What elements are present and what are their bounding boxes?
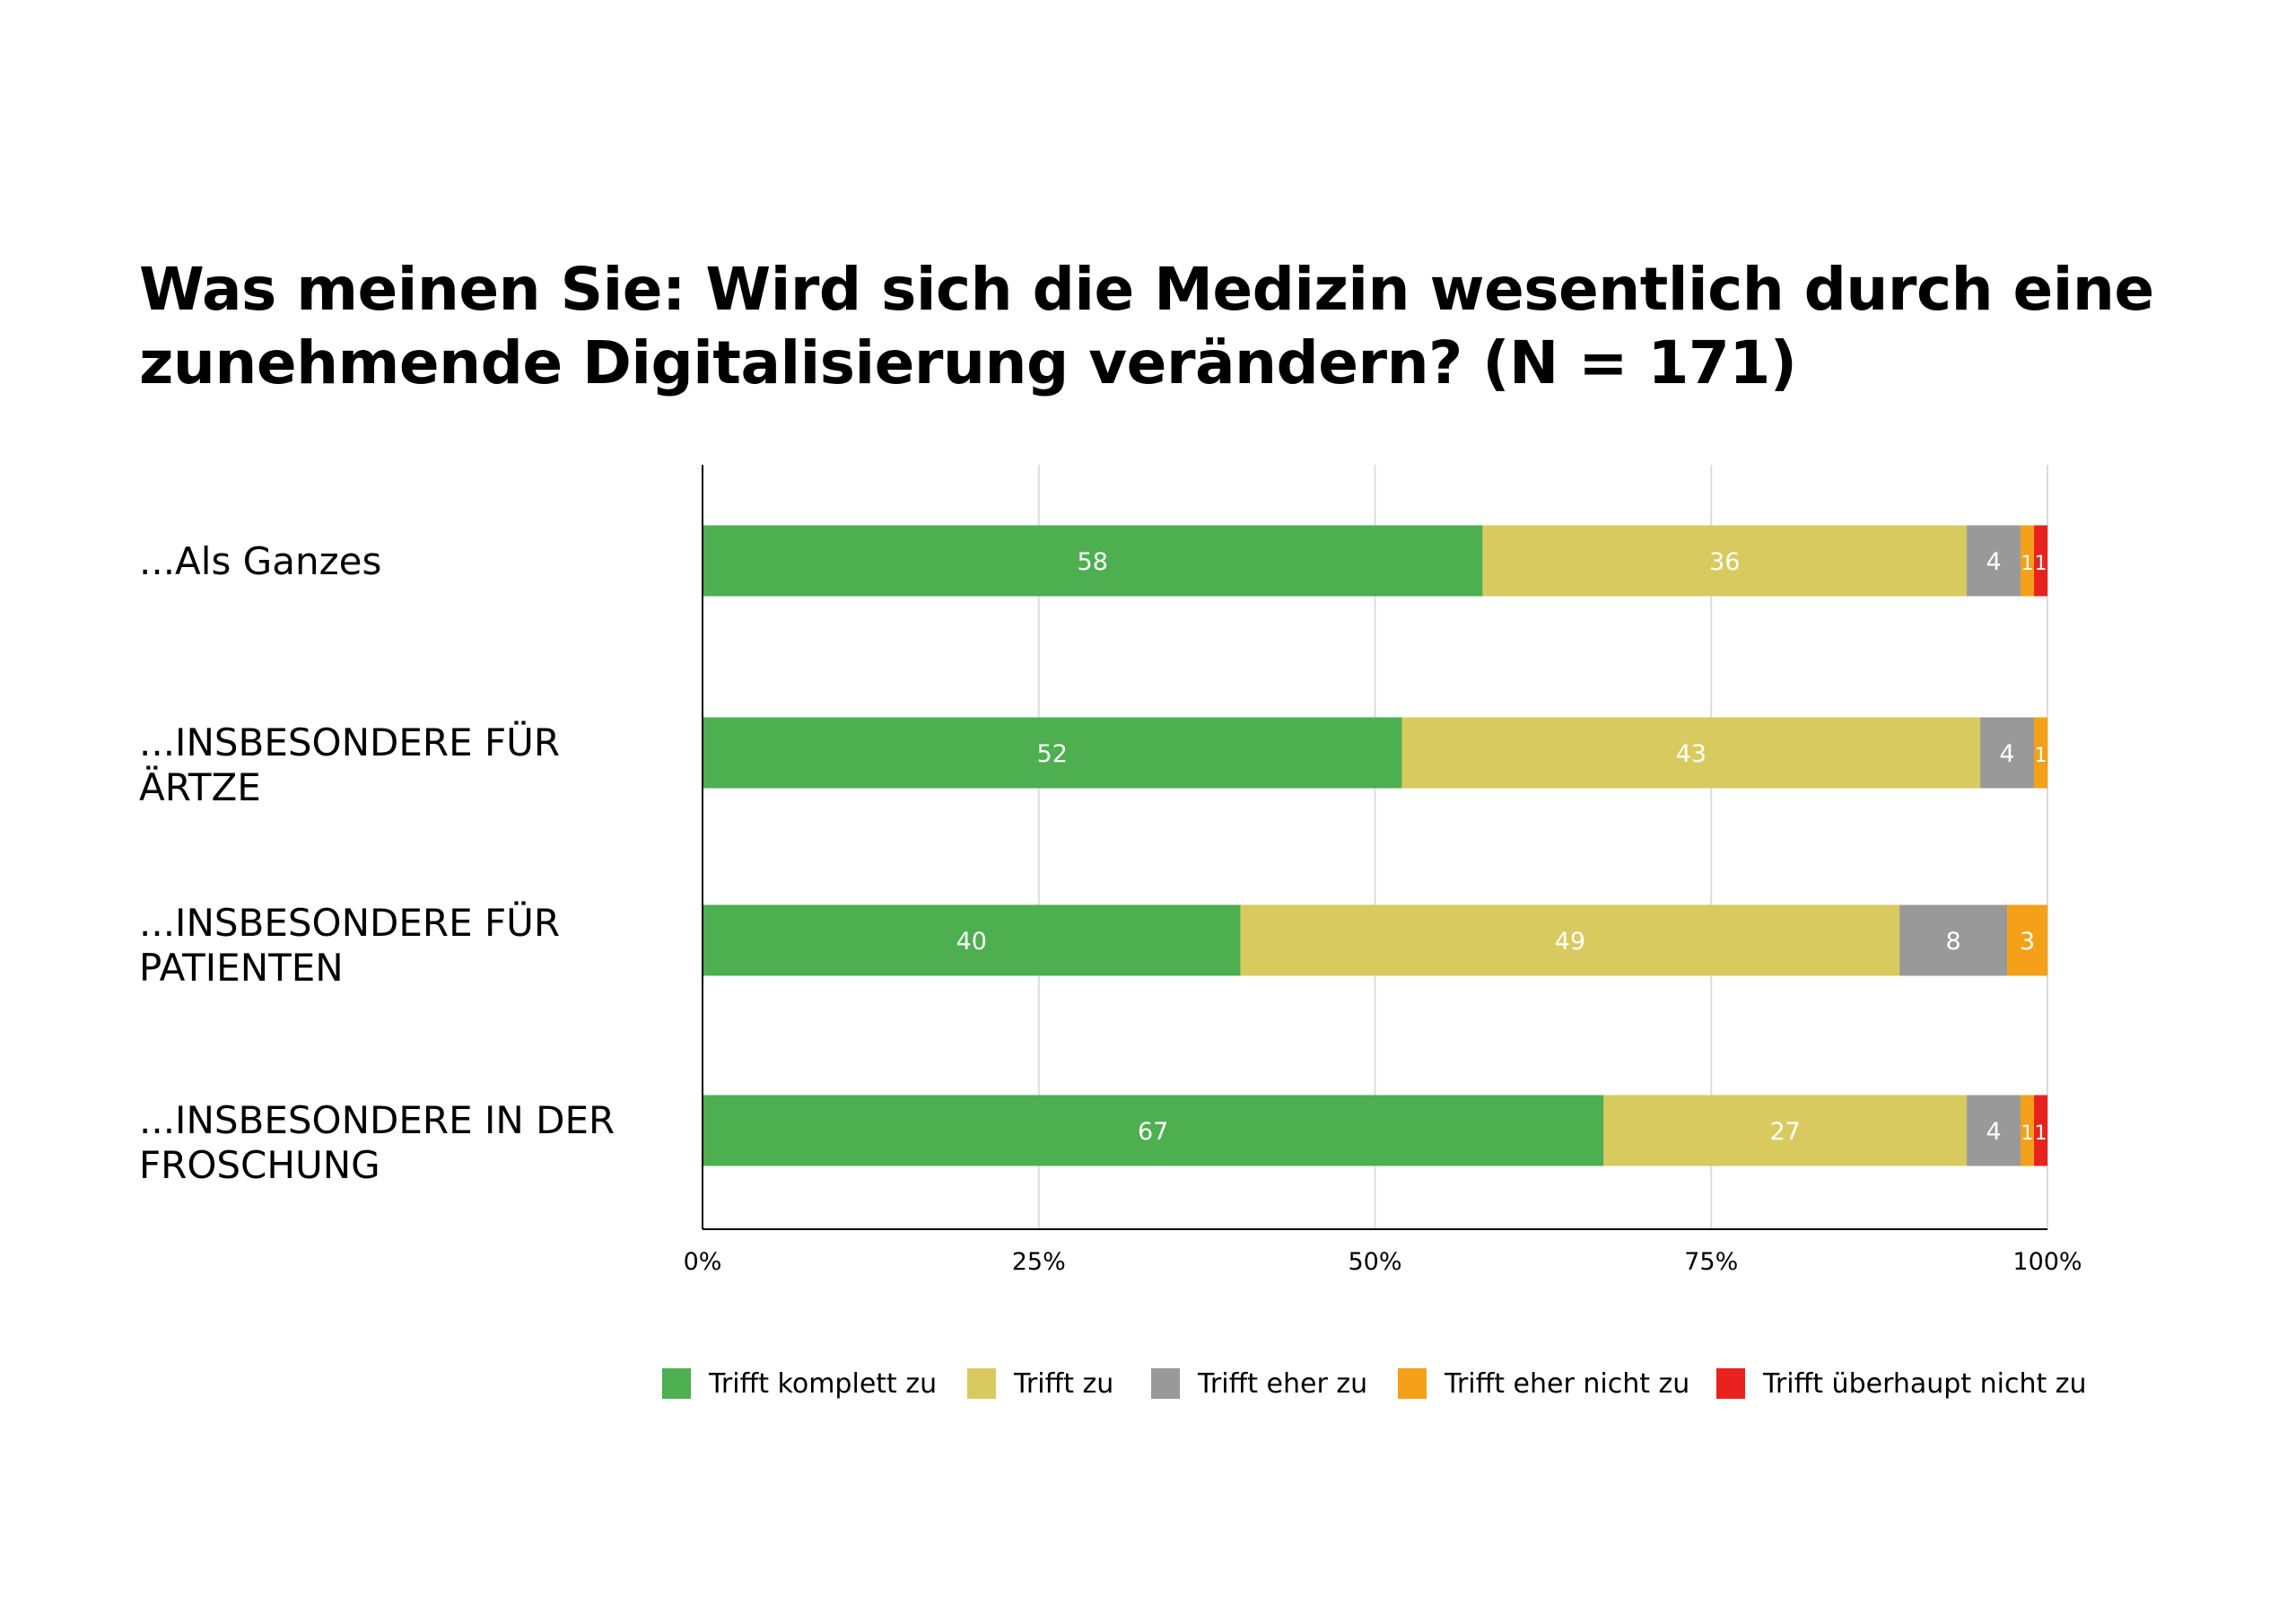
chart-title: Was meinen Sie: Wird sich die Medizin we…	[139, 253, 2203, 400]
bar-segment	[703, 717, 1402, 789]
x-tick-label: 100%	[2012, 1248, 2082, 1276]
x-tick-label: 25%	[1012, 1248, 1066, 1276]
legend-label: Trifft eher nicht zu	[1445, 1367, 1690, 1400]
bar-segment	[2034, 1095, 2047, 1166]
x-tick-label: 0%	[684, 1248, 722, 1276]
legend-item: Trifft überhaupt nicht zu	[1716, 1366, 2087, 1401]
legend-label: Trifft zu	[1014, 1367, 1114, 1400]
bar-segment	[2021, 525, 2035, 597]
x-tick-label: 50%	[1348, 1248, 1401, 1276]
bar-segment	[1240, 904, 1900, 976]
category-label: ...INSBESONDERE IN DER FROSCHUNG	[139, 1098, 677, 1188]
bar-segment	[2007, 904, 2047, 976]
category-label-line: ...Als Ganzes	[139, 539, 382, 583]
bar-segment	[1980, 717, 2035, 789]
category-label-line: ...INSBESONDERE IN DER	[139, 1098, 615, 1142]
category-label-line: ...INSBESONDERE FÜR ÄRTZE	[139, 720, 561, 809]
title-line-1: Was meinen Sie: Wird sich die Medizin we…	[139, 255, 2154, 324]
category-label-line: FROSCHUNG	[139, 1143, 380, 1187]
bar-segment	[1603, 1095, 1968, 1166]
bar-segment	[1967, 1095, 2021, 1166]
legend-item: Trifft eher nicht zu	[1398, 1366, 1689, 1401]
title-line-2: zunehmende Digitalisierung verändern? (N…	[139, 328, 1797, 397]
data-label: 4	[1986, 548, 2001, 576]
bar-segment	[1401, 717, 1981, 789]
category-label-line: PATIENTEN	[139, 946, 344, 990]
legend-swatch	[1716, 1368, 1745, 1399]
category-label: ...Als Ganzes	[139, 539, 677, 584]
legend-swatch	[1398, 1368, 1427, 1399]
legend-item: Trifft zu	[967, 1366, 1113, 1401]
data-label: 1	[2035, 553, 2047, 575]
legend-label: Trifft überhaupt nicht zu	[1763, 1367, 2087, 1400]
legend-item: Trifft eher zu	[1151, 1366, 1367, 1401]
x-tick-label: 75%	[1684, 1248, 1738, 1276]
legend-label: Trifft eher zu	[1198, 1367, 1368, 1400]
bar-segment	[2034, 525, 2047, 597]
data-label: 67	[1138, 1118, 1168, 1146]
bar-segment	[703, 1095, 1604, 1166]
data-label: 1	[2021, 553, 2034, 575]
legend-item: Trifft komplett zu	[662, 1366, 937, 1401]
data-label: 1	[2035, 1122, 2047, 1145]
data-label: 1	[2021, 1122, 2034, 1145]
data-label: 43	[1676, 740, 1707, 768]
data-label: 3	[2020, 928, 2035, 956]
data-label: 52	[1037, 740, 1068, 768]
bar-segment	[703, 904, 1241, 976]
bar-segment	[2021, 1095, 2035, 1166]
legend-label: Trifft komplett zu	[709, 1367, 938, 1400]
bar-segment	[1482, 525, 1968, 597]
bar-segment	[1899, 904, 2008, 976]
bars: 58 36 4 1 152 43 4 140 49 8 367 27 4 1 1	[703, 525, 2047, 1166]
legend-swatch	[1151, 1368, 1180, 1399]
legend: Trifft komplett zu Trifft zu Trifft eher z…	[662, 1366, 2205, 1401]
bar-segment	[2034, 717, 2047, 789]
data-label: 4	[1999, 740, 2014, 768]
category-label: ...INSBESONDERE FÜR PATIENTEN	[139, 901, 677, 991]
legend-swatch	[662, 1368, 691, 1399]
data-label: 27	[1770, 1118, 1801, 1146]
legend-swatch	[967, 1368, 996, 1399]
category-label: ...INSBESONDERE FÜR ÄRTZE	[139, 720, 677, 810]
data-label: 40	[956, 928, 987, 956]
data-label: 58	[1078, 548, 1108, 576]
data-label: 49	[1555, 928, 1585, 956]
category-label-line: ...INSBESONDERE FÜR	[139, 901, 561, 945]
data-label: 8	[1945, 928, 1960, 956]
axes	[702, 465, 2047, 1230]
bar-segment	[1967, 525, 2021, 597]
x-tick-labels: 0% 25% 50% 75% 100%	[684, 1248, 2082, 1276]
data-label: 1	[2035, 745, 2047, 767]
data-label: 36	[1709, 548, 1740, 576]
bar-segment	[703, 525, 1483, 597]
data-label: 4	[1986, 1118, 2001, 1146]
